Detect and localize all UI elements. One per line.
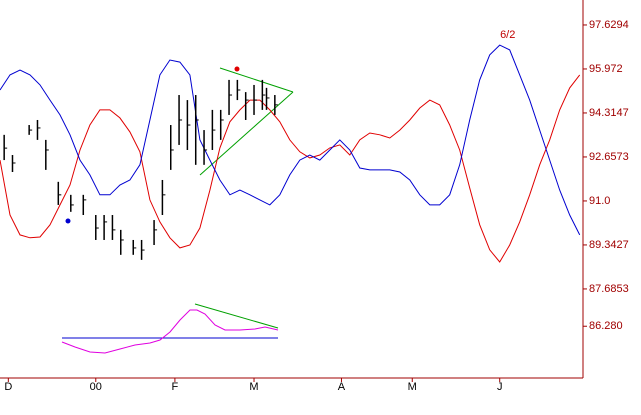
oscillator-trend <box>194 303 279 329</box>
trend-line <box>219 67 294 93</box>
cycle-dot <box>234 66 240 72</box>
y-tick-label: 91.0 <box>589 195 610 207</box>
x-tick-label: A <box>338 381 346 393</box>
y-tick-label: 89.3427 <box>589 239 629 251</box>
y-tick-label: 97.6294 <box>589 19 629 31</box>
annotation: 6/2 <box>500 29 515 41</box>
cycle-line <box>0 74 581 263</box>
x-tick-label: F <box>172 381 179 393</box>
x-tick-label: M <box>408 381 417 393</box>
y-tick-label: 86.280 <box>589 320 623 332</box>
cycle-line <box>0 44 581 236</box>
x-tick-label: 00 <box>90 381 102 393</box>
x-tick-label: J <box>497 381 503 393</box>
cycle-dot <box>65 218 71 224</box>
x-tick-label: M <box>249 381 258 393</box>
trend-line <box>199 91 294 176</box>
oscillator <box>61 309 279 354</box>
y-tick-label: 94.3147 <box>589 107 629 119</box>
y-tick-label: 95.972 <box>589 63 623 75</box>
x-tick-label: D <box>4 381 12 393</box>
y-tick-label: 92.6573 <box>589 151 629 163</box>
y-tick-label: 87.6853 <box>589 283 629 295</box>
